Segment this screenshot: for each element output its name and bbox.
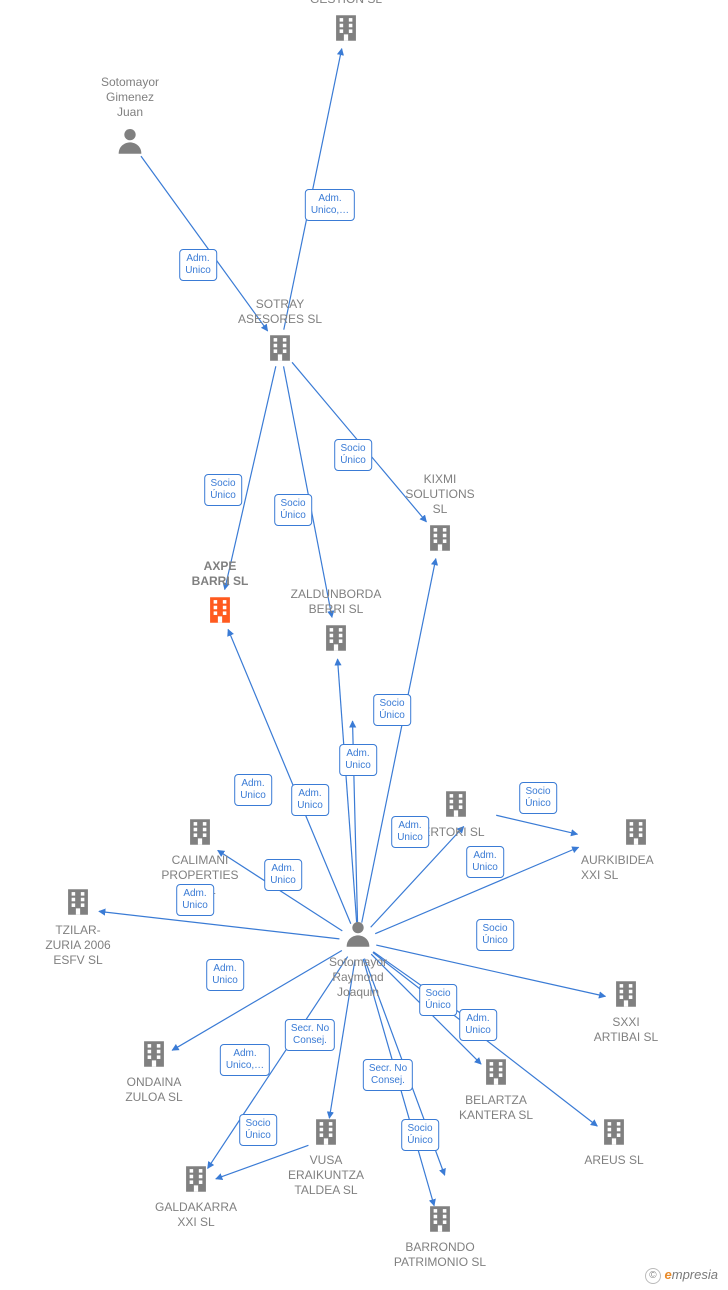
edge-label: Socio Único (239, 1114, 277, 1146)
edge-label: Adm. Unico,… (220, 1044, 270, 1076)
edge-label: Socio Único (476, 919, 514, 951)
node-areus: AREUS SL (559, 1111, 669, 1168)
edge-label: Socio Único (373, 694, 411, 726)
node-label: AREUS SL (559, 1153, 669, 1168)
edge-label: Socio Único (274, 494, 312, 526)
node-label: AURKIBIDEA XXI SL (581, 853, 691, 883)
edge-label: Adm. Unico (459, 1009, 497, 1041)
node-smgj: Sotomayor Gimenez Juan (75, 75, 185, 162)
edge-label: Adm. Unico (391, 816, 429, 848)
edge-label: Adm. Unico (339, 744, 377, 776)
node-label: Sotomayor Gimenez Juan (75, 75, 185, 120)
edge-label: Socio Único (419, 984, 457, 1016)
node-label: TZILAR- ZURIA 2006 ESFV SL (23, 923, 133, 968)
node-tzilar: TZILAR- ZURIA 2006 ESFV SL (23, 881, 133, 968)
building-icon (141, 1162, 251, 1200)
person-icon (75, 124, 185, 162)
edge-label: Adm. Unico (206, 959, 244, 991)
node-label: BARRONDO PATRIMONIO SL (385, 1240, 495, 1270)
node-smr: Sotomayor Raymond Joaquin (303, 913, 413, 1000)
building-icon (99, 1037, 209, 1075)
node-axpe: AXPE BARRI SL (165, 559, 275, 631)
node-aurkibidea: AURKIBIDEA XXI SL (581, 811, 691, 883)
node-label: KIXMI SOLUTIONS SL (385, 472, 495, 517)
building-icon (559, 1115, 669, 1153)
node-label: VUSA ERAIKUNTZA TALDEA SL (271, 1153, 381, 1198)
edge-label: Socio Único (204, 474, 242, 506)
node-vusa: VUSA ERAIKUNTZA TALDEA SL (271, 1111, 381, 1198)
node-label: DIRATY GESTION SL (291, 0, 401, 7)
building-icon (225, 331, 335, 369)
node-label: GALDAKARRA XXI SL (141, 1200, 251, 1230)
edge-label: Socio Único (334, 439, 372, 471)
node-barrondo: BARRONDO PATRIMONIO SL (385, 1198, 495, 1270)
building-icon (385, 521, 495, 559)
edge-label: Socio Único (519, 782, 557, 814)
node-ondaina: ONDAINA ZULOA SL (99, 1033, 209, 1105)
edge-label: Adm. Unico (179, 249, 217, 281)
footer-credit: © empresia (645, 1267, 718, 1284)
building-icon (271, 1115, 381, 1153)
building-icon (165, 593, 275, 631)
edge-label: Adm. Unico (234, 774, 272, 806)
building-icon (385, 1202, 495, 1240)
node-sxxi: SXXI ARTIBAI SL (571, 973, 681, 1045)
node-diraty: DIRATY GESTION SL (291, 0, 401, 49)
node-kixmi: KIXMI SOLUTIONS SL (385, 472, 495, 559)
node-label: AXPE BARRI SL (165, 559, 275, 589)
building-icon (441, 1055, 551, 1093)
edge-label: Adm. Unico (176, 884, 214, 916)
edge-label: Adm. Unico (291, 784, 329, 816)
node-belartza: BELARTZA KANTERA SL (441, 1051, 551, 1123)
node-zaldun: ZALDUNBORDA BERRI SL (281, 587, 391, 659)
edge-sotray-zaldun (284, 366, 332, 617)
building-icon (281, 621, 391, 659)
node-label: Sotomayor Raymond Joaquin (303, 955, 413, 1000)
node-sotray: SOTRAY ASESORES SL (225, 297, 335, 369)
edge-label: Adm. Unico (466, 846, 504, 878)
brand-e: e (665, 1267, 672, 1282)
node-label: ONDAINA ZULOA SL (99, 1075, 209, 1105)
node-label: SOTRAY ASESORES SL (225, 297, 335, 327)
node-galdakarra: GALDAKARRA XXI SL (141, 1158, 251, 1230)
brand-rest: mpresia (672, 1267, 718, 1282)
node-label: SXXI ARTIBAI SL (571, 1015, 681, 1045)
building-icon (145, 815, 255, 853)
building-icon (571, 977, 681, 1015)
node-label: ZALDUNBORDA BERRI SL (281, 587, 391, 617)
edge-label: Secr. No Consej. (363, 1059, 413, 1091)
person-icon (303, 917, 413, 955)
building-icon (581, 815, 691, 853)
edge-label: Adm. Unico (264, 859, 302, 891)
edge-label: Adm. Unico,… (305, 189, 355, 221)
edge-label: Socio Único (401, 1119, 439, 1151)
node-label: BELARTZA KANTERA SL (441, 1093, 551, 1123)
edge-label: Secr. No Consej. (285, 1019, 335, 1051)
building-icon (291, 11, 401, 49)
copyright-symbol: © (645, 1268, 661, 1284)
building-icon (23, 885, 133, 923)
